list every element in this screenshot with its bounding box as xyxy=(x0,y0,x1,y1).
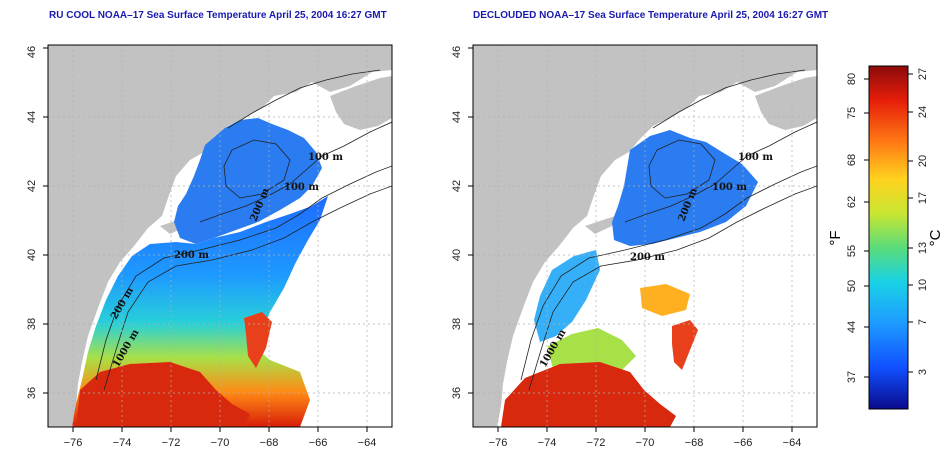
right-contour-label-1: 100 m xyxy=(738,152,773,163)
colorbar-f-tick: 62 xyxy=(846,196,858,208)
left-contour-label-2: 100 m xyxy=(284,182,319,193)
left-y-tick-marks xyxy=(43,47,48,394)
left-x-tick-label: −74 xyxy=(113,437,132,449)
right-contour-100m xyxy=(624,121,817,223)
right-y-tick-label: 36 xyxy=(451,387,463,399)
colorbar-ticks xyxy=(864,73,913,378)
right-y-tick-label: 46 xyxy=(451,46,463,58)
right-y-tick-label: 38 xyxy=(451,318,463,330)
right-gulf-of-maine-sst xyxy=(612,130,758,246)
right-x-tick-marks xyxy=(497,427,793,432)
right-map: 100 m 100 m 200 m 200 m 1000 m −76 −74 −… xyxy=(451,44,818,449)
right-nova-scotia xyxy=(755,76,817,130)
left-grid xyxy=(48,45,392,427)
right-land xyxy=(473,45,817,427)
colorbar-c-tick: 13 xyxy=(917,242,929,254)
right-contour-shallow xyxy=(652,69,806,129)
left-gulf-stream-warm xyxy=(76,362,250,427)
right-contour-label-3: 200 m xyxy=(630,252,665,263)
right-y-tick-marks xyxy=(468,47,473,394)
left-land xyxy=(48,45,392,427)
left-warm-eddy xyxy=(244,312,272,368)
colorbar-celsius-label: °C xyxy=(927,229,944,246)
left-x-tick-label: −66 xyxy=(309,437,328,449)
colorbar-c-tick: 17 xyxy=(917,192,929,204)
colorbar-c-tick: 7 xyxy=(917,319,929,325)
right-contour-label-2: 100 m xyxy=(712,182,747,193)
colorbar-f-tick: 80 xyxy=(846,73,858,85)
right-x-tick-label: −70 xyxy=(636,437,655,449)
right-eddy-sst xyxy=(672,320,698,370)
colorbar-c-tick: 20 xyxy=(917,155,929,167)
colorbar-c-tick: 3 xyxy=(917,369,929,375)
right-y-tick-label: 42 xyxy=(451,180,463,192)
left-nova-scotia xyxy=(330,76,392,130)
left-contour-1000m xyxy=(103,185,392,391)
left-map: 100 m 100 m 200 m 200 m 200 m 1000 m −76… xyxy=(26,44,393,449)
left-gulf-of-maine-sst xyxy=(174,118,322,244)
left-x-tick-label: −64 xyxy=(358,437,377,449)
right-y-tick-label: 44 xyxy=(451,111,463,123)
right-gulf-stream-warm xyxy=(501,362,676,427)
right-x-tick-label: −74 xyxy=(538,437,557,449)
colorbar-c-tick: 10 xyxy=(917,279,929,291)
left-y-tick-label: 42 xyxy=(26,180,38,192)
right-grid xyxy=(473,45,817,427)
left-x-tick-label: −76 xyxy=(64,437,83,449)
left-x-tick-label: −70 xyxy=(211,437,230,449)
right-x-tick-label: −72 xyxy=(587,437,606,449)
left-contour-label-1: 100 m xyxy=(308,152,343,163)
colorbar-c-tick: 27 xyxy=(917,68,929,80)
right-x-tick-label: −64 xyxy=(783,437,802,449)
left-map-title: RU COOL NOAA–17 Sea Surface Temperature … xyxy=(49,10,387,21)
colorbar-f-tick: 68 xyxy=(846,154,858,166)
right-contour-200m xyxy=(520,165,817,381)
right-x-tick-label: −68 xyxy=(685,437,704,449)
right-map-title: DECLOUDED NOAA–17 Sea Surface Temperatur… xyxy=(473,10,829,21)
left-contour-label-3: 200 m xyxy=(174,250,209,261)
left-x-tick-marks xyxy=(72,427,368,432)
colorbar-gradient xyxy=(868,65,909,410)
left-y-tick-label: 38 xyxy=(26,318,38,330)
left-contour-gom-basin xyxy=(223,139,291,199)
colorbar-fahrenheit-label: °F xyxy=(827,230,844,245)
left-y-tick-label: 44 xyxy=(26,111,38,123)
left-contour-shallow xyxy=(227,69,381,129)
left-contour-200m xyxy=(95,165,392,381)
colorbar-c-tick: 24 xyxy=(917,106,929,118)
left-x-tick-label: −72 xyxy=(162,437,181,449)
left-contour-100m xyxy=(199,121,392,223)
colorbar-f-tick: 37 xyxy=(846,371,858,383)
colorbar-f-tick: 75 xyxy=(846,107,858,119)
colorbar-f-tick: 50 xyxy=(846,280,858,292)
left-y-tick-label: 46 xyxy=(26,46,38,58)
left-y-tick-label: 36 xyxy=(26,387,38,399)
colorbar-f-tick: 55 xyxy=(846,245,858,257)
right-contour-gom-basin xyxy=(648,139,716,199)
right-warm-patch xyxy=(640,284,690,316)
right-x-tick-label: −76 xyxy=(489,437,508,449)
right-x-tick-label: −66 xyxy=(734,437,753,449)
right-y-tick-label: 40 xyxy=(451,249,463,261)
left-y-tick-label: 40 xyxy=(26,249,38,261)
colorbar-f-tick: 44 xyxy=(846,321,858,333)
colorbar: 80 75 68 62 55 50 44 37 27 24 20 17 13 1… xyxy=(827,65,944,410)
left-x-tick-label: −68 xyxy=(260,437,279,449)
right-contour-1000m xyxy=(528,185,817,391)
